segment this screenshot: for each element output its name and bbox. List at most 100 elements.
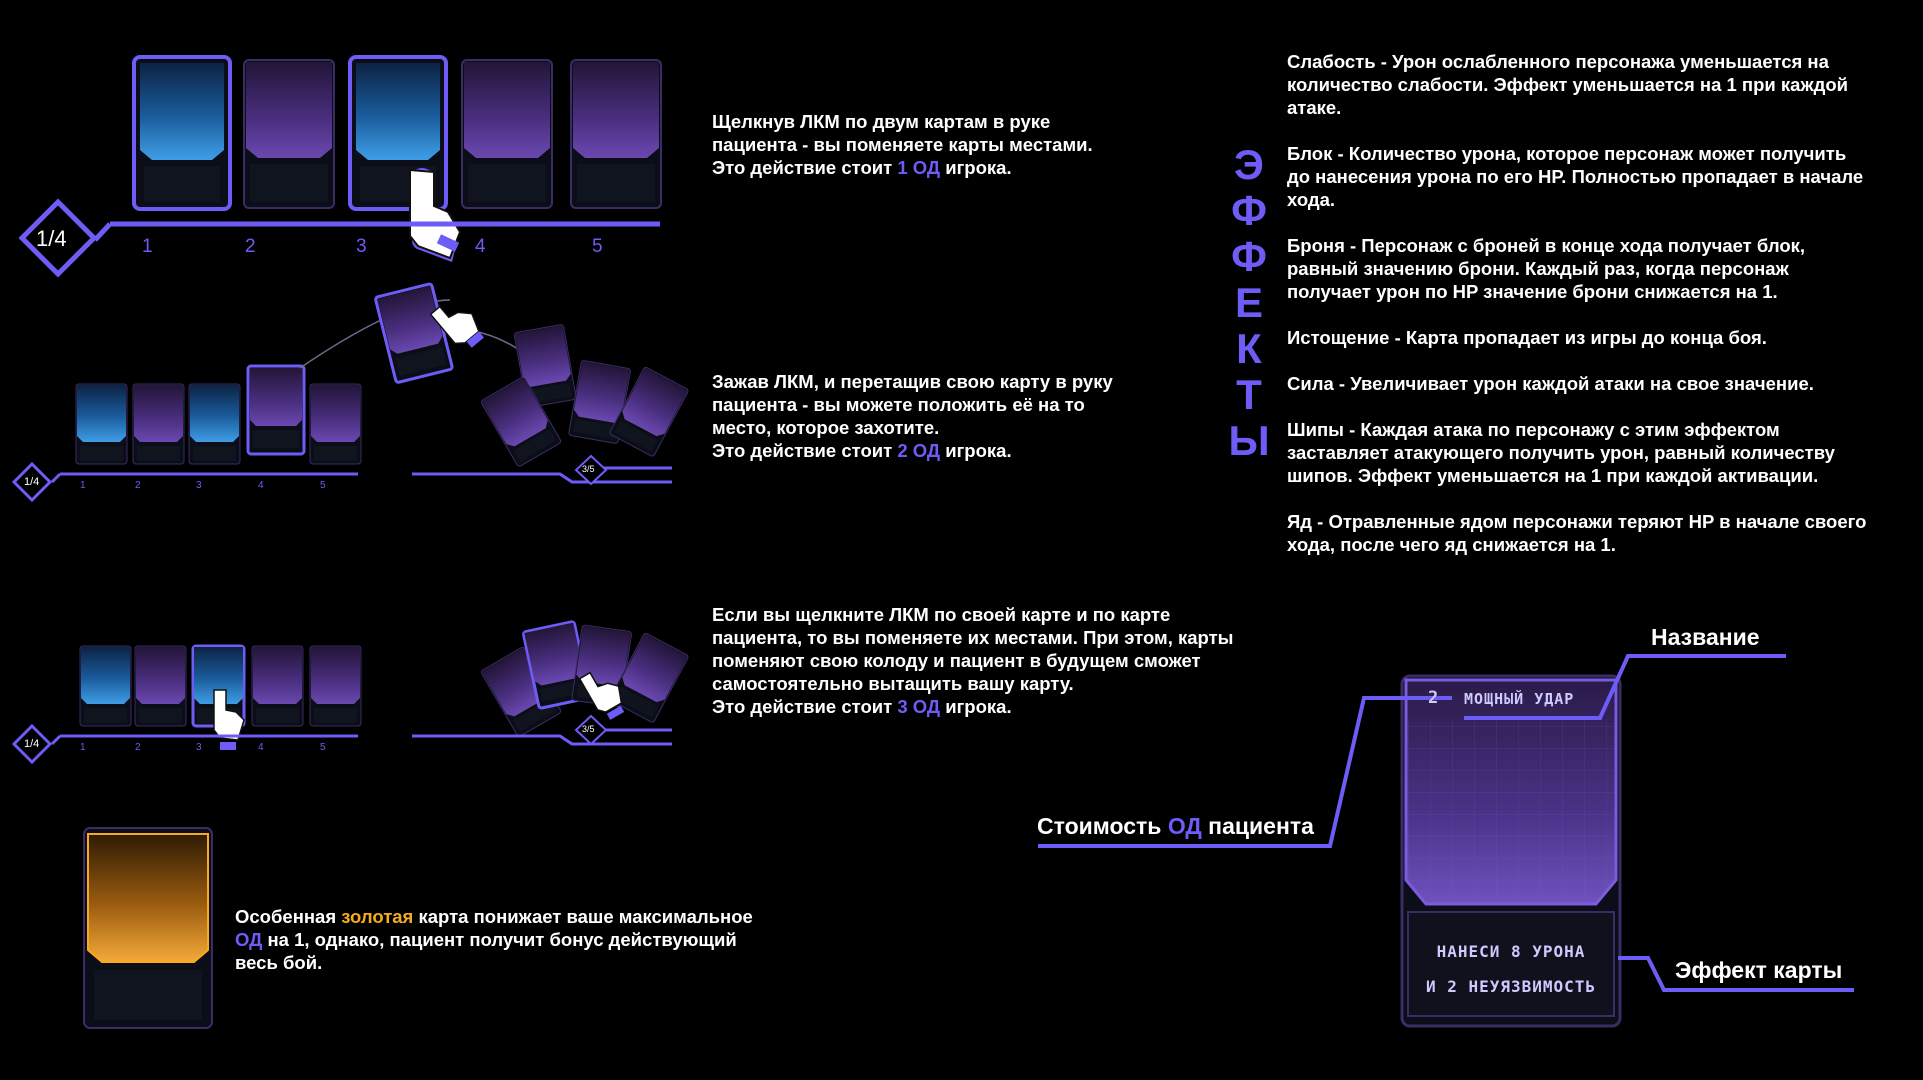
text-span: на 1, однако, пациент получит бонус дейс… (262, 929, 737, 950)
slot-number: 1 (80, 480, 86, 491)
text-line: получает урон по HP значение брони снижа… (1287, 281, 1778, 302)
text-line: Шипы - Каждая атака по персонажу с этим … (1287, 419, 1780, 440)
card-purple[interactable] (243, 59, 335, 209)
slot-number: 4 (258, 480, 264, 491)
dragged-card[interactable] (374, 282, 454, 384)
section1-description: Щелкнув ЛКМ по двум картам в руке пациен… (712, 110, 1093, 179)
text-line: шипов. Эффект уменьшается на 1 при каждо… (1287, 465, 1819, 486)
text-line: Истощение - Карта пропадает из игры до к… (1287, 327, 1767, 348)
text-line: весь бой. (235, 952, 323, 973)
effects-list: Слабость - Урон ослабленного персонажа у… (1287, 50, 1866, 556)
callout-line-cost (1038, 696, 1452, 848)
text-line: Особенная золотая карта понижает ваше ма… (235, 905, 753, 928)
text-line: Это действие стоит 1 ОД игрока. (712, 156, 1093, 179)
hand-cards-3[interactable] (79, 644, 362, 728)
slot-number: 5 (592, 236, 603, 257)
slot-number: 3 (196, 742, 202, 753)
text-line: Щелкнув ЛКМ по двум картам в руке (712, 111, 1051, 132)
title-letter: Ы (1228, 417, 1270, 464)
ap-cost: 1 ОД (897, 157, 941, 178)
section3-description: Если вы щелкните ЛКМ по своей карте и по… (712, 603, 1233, 718)
text-span: Это действие стоит (712, 696, 898, 717)
text-line: самостоятельно вытащить вашу карту. (712, 673, 1074, 694)
slot-number: 5 (320, 742, 326, 753)
patient-hand-3[interactable] (480, 620, 689, 737)
pointer-hand-icon (578, 671, 625, 720)
slot-number: 3 (356, 236, 367, 257)
card-purple[interactable] (570, 59, 662, 209)
text-span: Это действие стоит (712, 157, 898, 178)
effect-weakness: Слабость - Урон ослабленного персонажа у… (1287, 50, 1866, 119)
effect-armor: Броня - Персонаж с броней в конце хода п… (1287, 234, 1866, 303)
text-line: пациента, то вы поменяете их местами. Пр… (712, 627, 1234, 648)
slot-number: 2 (245, 236, 256, 257)
text-line: атаке. (1287, 97, 1342, 118)
ap-cost: 2 ОД (897, 440, 941, 461)
text-line: равный значению брони. Каждый раз, когда… (1287, 258, 1789, 279)
pointer-hand-icon (213, 689, 245, 750)
title-letter: К (1236, 325, 1262, 372)
slot-number: 1 (142, 236, 153, 257)
pointer-hand-icon (409, 168, 462, 262)
gold-card (83, 827, 213, 1029)
callout-line-effect (1618, 956, 1854, 992)
text-line: Сила - Увеличивает урон каждой атаки на … (1287, 373, 1814, 394)
gold-card-description: Особенная золотая карта понижает ваше ма… (235, 905, 753, 974)
title-letter: Ф (1231, 233, 1267, 280)
text-line: Блок - Количество урона, которое персона… (1287, 143, 1847, 164)
hand-cards-1[interactable] (132, 55, 662, 211)
text-line: Яд - Отравленные ядом персонажи теряют H… (1287, 511, 1867, 532)
effect-block: Блок - Количество урона, которое персона… (1287, 142, 1866, 211)
text-line: хода, после чего яд снижается на 1. (1287, 534, 1616, 555)
turn-counter: 1/4 (24, 476, 40, 488)
text-span: карта понижает ваше максимальное (413, 906, 753, 927)
text-span: Особенная (235, 906, 342, 927)
pointer-hand-icon (429, 305, 484, 348)
turn-counter-diamond (11, 461, 53, 503)
text-line: количество слабости. Эффект уменьшается … (1287, 74, 1848, 95)
card-blue-selected[interactable] (132, 55, 232, 211)
text-line: Если вы щелкните ЛКМ по своей карте и по… (712, 604, 1171, 625)
text-span: Это действие стоит (712, 440, 898, 461)
text-line: Зажав ЛКМ, и перетащив свою карту в руку (712, 371, 1113, 392)
label-card-name: Название (1651, 624, 1760, 650)
text-line: пациента - вы можете положить её на то (712, 394, 1085, 415)
ap-word: ОД (1167, 813, 1202, 839)
effect-thorns: Шипы - Каждая атака по персонажу с этим … (1287, 418, 1866, 487)
text-line: ОД на 1, однако, пациент получит бонус д… (235, 928, 753, 951)
deck-counter-diamond (574, 714, 608, 746)
card-effect-line1: НАНЕСИ 8 УРОНА (1436, 942, 1586, 961)
text-line: Это действие стоит 2 ОД игрока. (712, 439, 1113, 462)
text-line: Слабость - Урон ослабленного персонажа у… (1287, 51, 1829, 72)
card-effect-line2: И 2 НЕУЯЗВИМОСТЬ (1425, 977, 1597, 996)
text-line: Это действие стоит 3 ОД игрока. (712, 695, 1233, 718)
turn-counter: 1/4 (36, 226, 67, 251)
text-line: место, которое захотите. (712, 417, 940, 438)
text-line: Броня - Персонаж с броней в конце хода п… (1287, 235, 1806, 256)
slot-number: 4 (475, 236, 486, 257)
hand-cards-2[interactable] (75, 364, 362, 465)
patient-hand-2[interactable] (480, 324, 689, 467)
slot-number: 3 (196, 480, 202, 491)
text-line: хода. (1287, 189, 1336, 210)
turn-counter-diamond (18, 198, 98, 278)
ap-word: ОД (235, 929, 263, 950)
text-span: пациента (1201, 813, 1314, 839)
effect-strength: Сила - Увеличивает урон каждой атаки на … (1287, 372, 1866, 395)
deck-counter: 3/5 (582, 724, 595, 734)
card-purple[interactable] (461, 59, 553, 209)
card-name: МОЩНЫЙ УДАР (1464, 690, 1575, 708)
title-letter: Э (1234, 141, 1264, 188)
card-cost: 2 (1428, 688, 1440, 708)
label-card-effect: Эффект карты (1675, 957, 1843, 983)
effect-exhaust: Истощение - Карта пропадает из игры до к… (1287, 326, 1866, 349)
title-letter: Т (1236, 371, 1262, 418)
slot-number: 1 (80, 742, 86, 753)
title-letter: Ф (1231, 187, 1267, 234)
text-line: до нанесения урона по его HP. Полностью … (1287, 166, 1864, 187)
text-line: поменяют свою колоду и пациент в будущем… (712, 650, 1201, 671)
slot-number: 2 (135, 742, 141, 753)
label-card-cost: Стоимость ОД пациента (1037, 813, 1314, 840)
title-letter: Е (1234, 279, 1263, 326)
